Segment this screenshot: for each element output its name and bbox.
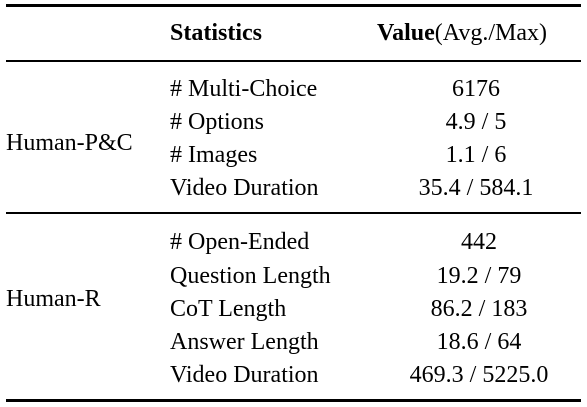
stat-label: Video Duration (170, 362, 319, 388)
bottom-rule (6, 399, 581, 402)
top-rule (6, 4, 581, 7)
stat-value: 18.6 / 64 (436, 329, 522, 355)
group-divider-rule (6, 212, 581, 214)
group-label: Human-P&C (6, 130, 133, 156)
stat-value: 469.3 / 5225.0 (409, 362, 549, 388)
header-value: Value(Avg./Max) (377, 21, 547, 45)
header-value-suffix: (Avg./Max) (434, 20, 547, 46)
stat-value: 86.2 / 183 (430, 296, 528, 322)
stat-label: # Multi-Choice (170, 76, 318, 102)
stat-value: 1.1 / 6 (445, 142, 507, 168)
stat-value: 19.2 / 79 (436, 263, 522, 289)
stat-value: 35.4 / 584.1 (418, 175, 534, 201)
stat-label: Answer Length (170, 329, 319, 355)
stat-label: CoT Length (170, 296, 287, 322)
header-rule (6, 60, 581, 62)
stat-value: 6176 (452, 76, 500, 102)
stat-label: Question Length (170, 263, 331, 289)
stat-label: # Options (170, 109, 265, 135)
header-value-label: Value (377, 20, 435, 46)
stat-label: Video Duration (170, 175, 319, 201)
stat-value: 442 (461, 229, 497, 255)
group-label: Human-R (6, 286, 101, 312)
stat-label: # Open-Ended (170, 229, 310, 255)
header-statistics: Statistics (170, 20, 262, 46)
stat-label: # Images (170, 142, 258, 168)
stat-value: 4.9 / 5 (445, 109, 507, 135)
